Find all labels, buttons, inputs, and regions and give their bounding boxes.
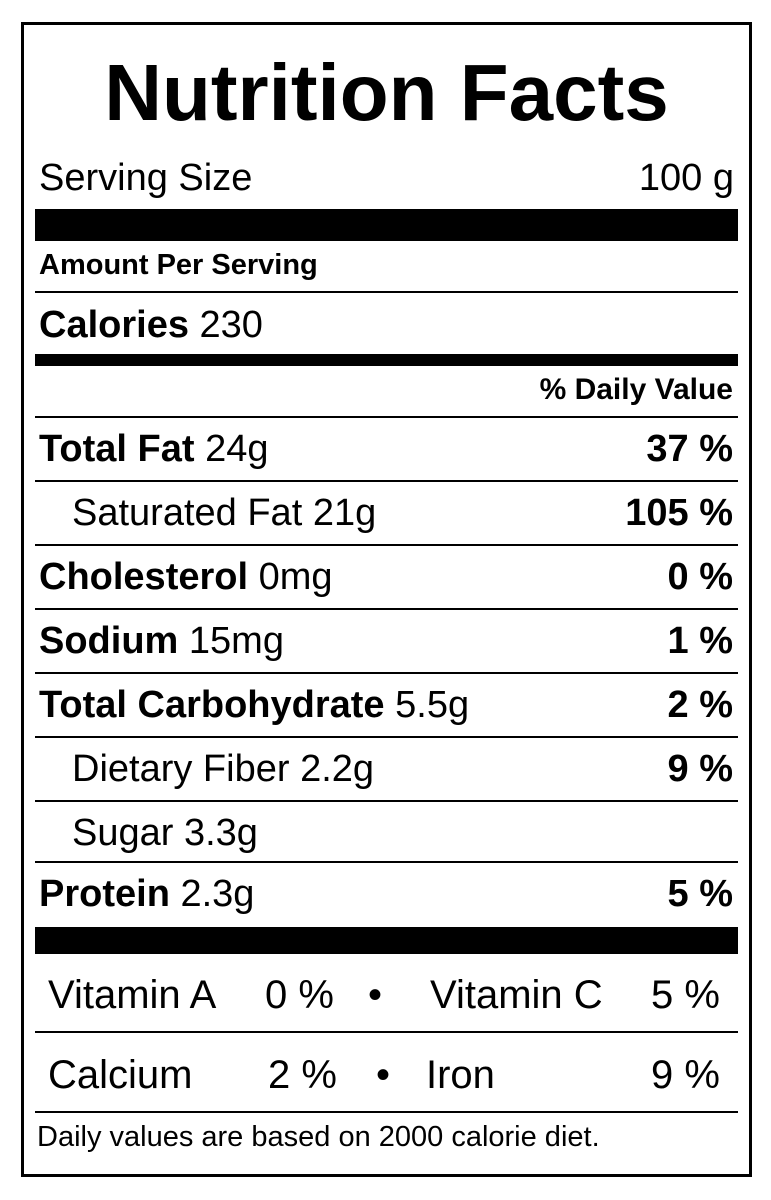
thick-divider (35, 209, 738, 241)
nutrient-amount: 5.5g (395, 684, 470, 726)
nutrient-amount: 2.2g (300, 748, 375, 790)
bullet-separator: • (376, 1053, 391, 1097)
vitamin-c-label: Vitamin C (430, 973, 603, 1017)
nutrient-row-sodium: Sodium 15mg 1 % (39, 622, 733, 660)
divider (35, 1111, 738, 1113)
nutrient-daily-value: 2 % (667, 684, 733, 726)
nutrient-row-cholesterol: Cholesterol 0mg 0 % (39, 558, 733, 596)
footnote: Daily values are based on 2000 calorie d… (37, 1121, 600, 1153)
serving-size-value: 100 g (638, 157, 734, 199)
nutrient-amount: 2.3g (180, 873, 255, 915)
divider (35, 672, 738, 674)
nutrient-amount: 0mg (258, 556, 333, 598)
nutrient-daily-value: 0 % (667, 556, 733, 598)
calcium-value: 2 % (268, 1053, 337, 1097)
iron-value: 9 % (651, 1053, 720, 1097)
nutrient-name: Saturated Fat (72, 492, 303, 534)
divider (35, 861, 738, 863)
nutrition-facts-label: Nutrition Facts Serving Size 100 g Amoun… (21, 22, 752, 1177)
nutrient-row-dietary-fiber: Dietary Fiber 2.2g 9 % (72, 750, 733, 788)
nutrient-row-saturated-fat: Saturated Fat 21g 105 % (72, 494, 733, 532)
thick-divider (35, 927, 738, 954)
nutrient-amount: 3.3g (183, 812, 258, 854)
nutrient-amount: 24g (205, 428, 269, 470)
nutrient-daily-value: 1 % (667, 620, 733, 662)
divider (35, 608, 738, 610)
calcium-label: Calcium (48, 1053, 193, 1097)
label-title: Nutrition Facts (104, 48, 669, 137)
nutrient-name: Total Fat (39, 428, 195, 470)
divider (35, 544, 738, 546)
nutrient-name: Sugar (72, 812, 174, 854)
nutrient-name: Cholesterol (39, 556, 249, 598)
nutrient-daily-value: 9 % (667, 748, 733, 790)
nutrient-row-sugar: Sugar 3.3g (72, 814, 733, 852)
divider (35, 736, 738, 738)
serving-size-row: Serving Size 100 g (39, 159, 734, 197)
vitamin-a-label: Vitamin A (48, 973, 217, 1017)
iron-label: Iron (426, 1053, 495, 1097)
medium-divider (35, 354, 738, 366)
calories-value: 230 (199, 304, 263, 346)
calories-row: Calories 230 (39, 306, 263, 344)
serving-size-label: Serving Size (39, 157, 253, 199)
daily-value-header: % Daily Value (539, 373, 733, 406)
nutrient-name: Sodium (39, 620, 179, 662)
nutrient-daily-value: 5 % (667, 873, 733, 915)
nutrient-name: Dietary Fiber (72, 748, 290, 790)
nutrient-row-total-fat: Total Fat 24g 37 % (39, 430, 733, 468)
bullet-separator: • (368, 973, 383, 1017)
nutrient-name: Total Carbohydrate (39, 684, 385, 726)
divider (35, 480, 738, 482)
divider (35, 416, 738, 418)
nutrient-daily-value: 37 % (646, 428, 733, 470)
vitamin-a-value: 0 % (265, 973, 334, 1017)
divider (35, 800, 738, 802)
divider (35, 291, 738, 293)
nutrient-amount: 15mg (188, 620, 284, 662)
nutrient-amount: 21g (312, 492, 377, 534)
divider (35, 1031, 738, 1033)
nutrient-row-protein: Protein 2.3g 5 % (39, 875, 733, 913)
vitamin-c-value: 5 % (651, 973, 720, 1017)
calories-label: Calories (39, 304, 189, 346)
nutrient-name: Protein (39, 873, 170, 915)
amount-per-serving: Amount Per Serving (39, 249, 318, 281)
nutrient-daily-value: 105 % (625, 492, 733, 534)
nutrient-row-total-carbohydrate: Total Carbohydrate 5.5g 2 % (39, 686, 733, 724)
